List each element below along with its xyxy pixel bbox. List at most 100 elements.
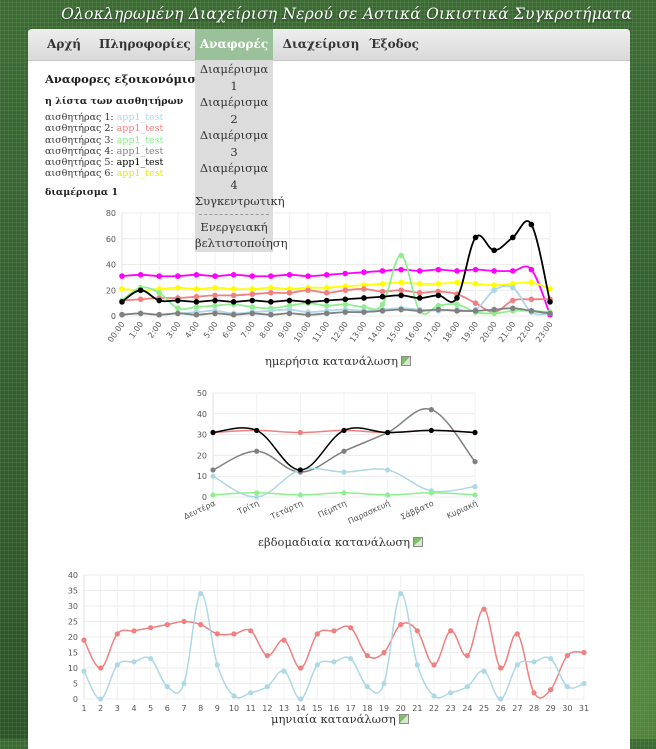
x-tick-label: 29	[546, 704, 556, 713]
dropdown-item-summary[interactable]: Συγκεντρωτική	[195, 194, 285, 208]
data-point	[323, 297, 330, 304]
data-point	[491, 310, 497, 317]
main-navbar: Αρχή Πληροφορίες Αναφορές Διαχείριση Έξο…	[28, 29, 630, 61]
sensor-label: αισθητήρας 3:	[45, 134, 114, 146]
data-point	[323, 310, 330, 317]
data-point	[214, 631, 220, 637]
data-point	[364, 653, 370, 659]
image-icon[interactable]	[413, 537, 424, 547]
data-point	[498, 665, 504, 671]
data-point	[119, 273, 125, 279]
x-tick-label: 17	[346, 704, 356, 713]
x-tick-label: 13	[279, 704, 289, 713]
data-point	[498, 696, 504, 702]
reports-dropdown-menu: Διαμέρισμα 1 Διαμέρισμα 2 Διαμέρισμα 3 Δ…	[195, 60, 288, 252]
y-tick-label: 0	[73, 695, 78, 704]
data-point	[385, 429, 391, 436]
data-point	[210, 492, 216, 498]
data-point	[193, 304, 200, 310]
data-point	[230, 272, 237, 278]
x-tick-label: 3	[115, 704, 120, 713]
data-point	[323, 302, 330, 309]
dropdown-item-apartment-4[interactable]: Διαμέρισμα 4	[199, 161, 269, 192]
data-point	[464, 684, 470, 690]
data-point	[314, 631, 320, 637]
data-point	[286, 272, 293, 278]
data-point	[297, 492, 303, 498]
dropdown-item-apartment-1[interactable]: Διαμέρισμα 1	[199, 62, 269, 93]
data-point	[254, 427, 260, 434]
data-point	[381, 680, 387, 687]
x-tick-label: 7	[181, 704, 186, 713]
data-point	[297, 429, 303, 436]
data-point	[156, 286, 163, 292]
nav-reports[interactable]: Αναφορές	[195, 29, 273, 60]
dropdown-item-energy-optimization[interactable]: Ενεργειακή βελτιστοποίηση	[195, 219, 288, 252]
data-point	[249, 286, 256, 292]
data-point	[342, 270, 349, 277]
nav-exit[interactable]: Έξοδος	[369, 37, 419, 51]
data-point	[528, 221, 535, 228]
dropdown-item-apartment-2[interactable]: Διαμέρισμα 2	[199, 95, 269, 126]
data-point	[398, 622, 404, 628]
data-point	[341, 448, 347, 454]
y-tick-label: 30	[197, 431, 207, 440]
nav-info[interactable]: Πληροφορίες	[99, 37, 191, 51]
sensor-app: app1_test	[116, 112, 164, 123]
data-point	[342, 309, 349, 315]
x-tick-label: 6	[165, 704, 170, 713]
y-tick-label: 35	[68, 587, 78, 596]
sensor-label: αισθητήρας 5:	[45, 157, 114, 169]
nav-home[interactable]: Αρχή	[47, 37, 81, 51]
data-point	[181, 680, 187, 687]
x-tick-label: 22	[429, 704, 439, 713]
data-point	[212, 310, 218, 317]
data-point	[305, 311, 311, 318]
data-point	[398, 287, 404, 294]
sensor-list: αισθητήρας 1: app1_test αισθητήρας 2: ap…	[45, 112, 163, 180]
image-icon[interactable]	[398, 714, 409, 724]
dropdown-item-apartment-3[interactable]: Διαμέρισμα 3	[199, 128, 269, 159]
data-point	[286, 310, 293, 317]
data-point	[398, 252, 404, 259]
x-tick-label: Τετάρτη	[268, 499, 304, 522]
data-point	[416, 281, 423, 287]
data-point	[342, 283, 349, 290]
data-point	[249, 304, 256, 310]
x-tick-label: 9	[215, 704, 220, 713]
x-tick-label: 21	[412, 704, 422, 713]
x-tick-label: 23:00	[534, 320, 555, 344]
data-point	[212, 297, 218, 304]
data-point	[472, 459, 478, 465]
x-tick-label: 10	[229, 704, 239, 713]
x-tick-label: 18:00	[441, 320, 462, 344]
data-point	[509, 268, 516, 274]
data-point	[341, 490, 347, 496]
y-tick-label: 10	[68, 664, 78, 673]
data-point	[210, 429, 216, 436]
x-tick-label: Κυριακή	[445, 499, 478, 521]
data-point	[210, 473, 216, 479]
data-point	[481, 668, 487, 674]
data-point	[547, 286, 553, 292]
data-point	[528, 296, 535, 303]
data-point	[156, 311, 163, 318]
x-tick-label: 15:00	[385, 320, 406, 344]
data-point	[175, 297, 181, 304]
data-point	[454, 295, 460, 301]
nav-management[interactable]: Διαχείριση	[282, 37, 360, 51]
data-point	[148, 656, 154, 662]
x-tick-label: 17:00	[422, 320, 443, 344]
data-point	[119, 311, 125, 318]
y-tick-label: 0	[202, 493, 207, 502]
image-icon[interactable]	[401, 356, 411, 366]
x-tick-label: Σάββατο	[399, 499, 435, 522]
data-point	[305, 299, 311, 305]
data-point	[454, 301, 460, 308]
sensor-row: αισθητήρας 3: app1_test	[45, 135, 163, 146]
data-point	[531, 690, 537, 696]
y-tick-label: 20	[106, 286, 116, 295]
data-point	[114, 662, 120, 668]
x-tick-label: 8	[198, 704, 203, 713]
data-point	[137, 287, 144, 294]
